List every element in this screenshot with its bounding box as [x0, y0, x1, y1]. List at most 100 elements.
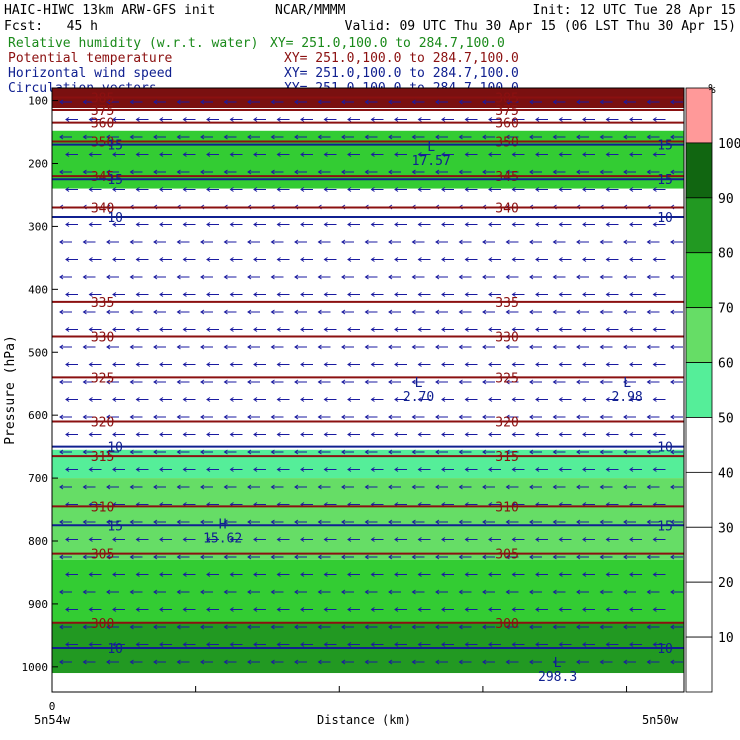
wind-vector	[112, 572, 125, 577]
wind-vector	[558, 432, 572, 437]
wind-vector	[576, 659, 589, 665]
wind-vector	[488, 362, 501, 367]
wind-vector	[558, 222, 572, 227]
wind-vector	[347, 222, 360, 227]
wind-vector	[65, 117, 78, 122]
wind-vector	[441, 397, 454, 402]
wind-vector	[176, 169, 190, 175]
wind-vector	[582, 222, 595, 227]
wind-vector	[482, 519, 495, 525]
wind-vector	[552, 624, 566, 630]
wind-vector	[558, 117, 572, 122]
wind-vector	[558, 327, 572, 332]
wind-vector	[505, 134, 519, 140]
wind-vector	[347, 187, 360, 192]
wind-vector	[300, 187, 313, 192]
wind-vector	[652, 467, 666, 472]
wind-vector	[652, 222, 666, 227]
wind-vector	[347, 117, 360, 122]
wind-label: 10	[657, 441, 673, 456]
wind-vector	[417, 537, 431, 542]
wind-vector	[247, 239, 260, 245]
wind-vector	[323, 607, 337, 612]
wind-vector	[347, 327, 360, 332]
wind-vector	[488, 467, 501, 472]
wind-vector	[59, 414, 72, 420]
wind-vector	[59, 449, 72, 455]
wind-vector	[300, 327, 313, 332]
colorbar-level: 70	[718, 302, 734, 317]
wind-vector	[135, 187, 149, 192]
wind-vector	[670, 484, 683, 490]
wind-vector	[159, 327, 172, 332]
wind-vector	[65, 222, 78, 227]
wind-vector	[670, 449, 683, 455]
wind-vector	[300, 432, 313, 437]
wind-vector	[441, 222, 454, 227]
wind-vector	[276, 397, 290, 402]
wind-vector	[247, 484, 260, 490]
wind-vector	[270, 344, 284, 350]
wind-vector	[670, 344, 683, 350]
wind-vector	[112, 537, 125, 542]
wind-vector	[370, 432, 384, 437]
wind-vector	[135, 537, 149, 542]
wind-vector	[159, 222, 172, 227]
wind-vector	[82, 344, 96, 350]
wind-vector	[323, 327, 337, 332]
colorbar-swatch	[685, 417, 713, 473]
wind-vector	[223, 484, 237, 490]
wind-vector	[106, 589, 119, 595]
wind-vector	[488, 187, 501, 192]
wind-vector	[229, 572, 243, 577]
wind-vector	[65, 642, 78, 647]
wind-vector	[347, 397, 360, 402]
wind-vector	[388, 519, 401, 525]
wind-vector	[200, 484, 213, 490]
wind-vector	[176, 519, 190, 525]
wind-vector	[605, 537, 619, 542]
wind-vector	[88, 187, 102, 192]
colorbar-swatch	[685, 526, 713, 583]
wind-vector	[153, 274, 166, 280]
wind-vector	[341, 519, 354, 525]
wind-vector	[294, 624, 307, 630]
wind-vector	[247, 519, 260, 525]
wind-vector	[129, 99, 143, 105]
wind-vector	[511, 222, 525, 227]
wind-vector	[59, 274, 72, 280]
wind-vector	[529, 589, 542, 595]
wind-vector	[206, 572, 219, 577]
rh-band	[52, 478, 684, 560]
wind-vector	[623, 624, 636, 630]
extremum-value: 298.3	[538, 670, 577, 685]
wind-vector	[276, 467, 290, 472]
wind-vector	[347, 467, 360, 472]
wind-vector	[388, 554, 401, 560]
wind-vector	[670, 589, 683, 595]
model-title: HAIC-HIWC 13km ARW-GFS init	[4, 3, 215, 18]
wind-vector	[582, 117, 595, 122]
wind-vector	[200, 309, 213, 315]
wind-vector	[112, 607, 125, 612]
wind-vector	[599, 414, 613, 420]
theta-label: 345	[91, 170, 114, 185]
theta-label: 320	[91, 415, 114, 430]
wind-vector	[317, 274, 331, 280]
wind-vector	[153, 134, 166, 140]
wind-vector	[576, 134, 589, 140]
wind-vector	[129, 659, 143, 665]
wind-vector	[652, 642, 666, 647]
wind-vector	[135, 397, 149, 402]
wind-vector	[129, 134, 143, 140]
wind-vector	[435, 659, 448, 665]
wind-vector	[153, 414, 166, 420]
wind-vector	[605, 467, 619, 472]
wind-vector	[182, 117, 196, 122]
extremum-value: 17.57	[412, 154, 451, 169]
x-zero-label: 0	[49, 700, 56, 713]
wind-vector	[552, 239, 566, 245]
colorbar-level: 90	[718, 192, 734, 207]
wind-vector	[605, 642, 619, 647]
